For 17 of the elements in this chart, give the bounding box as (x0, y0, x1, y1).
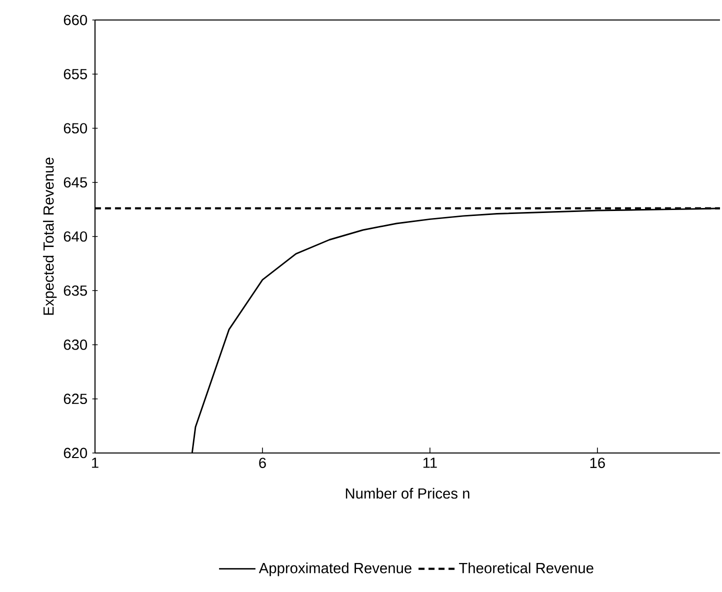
y-tick-label: 625 (64, 394, 87, 404)
legend-label: Approximated Revenue (258, 562, 412, 576)
x-tick-label: 6 (259, 458, 266, 468)
x-tick-label: 11 (423, 458, 437, 468)
y-tick-label: 650 (64, 123, 88, 134)
y-axis-title: Expected Total Revenue (43, 158, 57, 315)
y-tick-label: 640 (64, 231, 88, 242)
legend-label: Theoretical Revenue (459, 562, 594, 574)
x-tick-label: 16 (590, 458, 605, 468)
y-tick-label: 620 (64, 448, 88, 458)
x-tick-label: 1 (92, 458, 98, 468)
y-tick-label: 660 (64, 14, 88, 26)
y-tick-label: 635 (64, 285, 87, 296)
y-tick-label: 645 (64, 177, 87, 188)
x-axis-title: Number of Prices n (346, 488, 470, 499)
y-tick-label: 630 (64, 340, 88, 350)
y-tick-label: 655 (64, 68, 87, 80)
